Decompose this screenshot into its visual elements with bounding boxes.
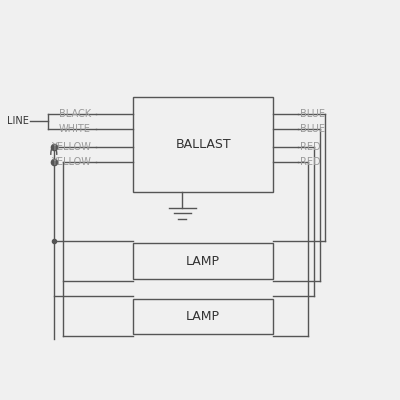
Text: LAMP: LAMP — [186, 255, 220, 268]
Text: WHITE: WHITE — [59, 124, 91, 134]
Text: LINE: LINE — [7, 116, 28, 126]
Text: BLUE: BLUE — [300, 108, 325, 118]
Text: LAMP: LAMP — [186, 310, 220, 323]
Text: YELLOW: YELLOW — [51, 142, 91, 152]
Text: BALLAST: BALLAST — [175, 138, 231, 151]
Text: RED: RED — [300, 142, 321, 152]
Bar — [133, 98, 273, 192]
Text: YELLOW: YELLOW — [51, 157, 91, 167]
Bar — [133, 299, 273, 334]
Text: BLUE: BLUE — [300, 124, 325, 134]
Text: BLACK: BLACK — [58, 108, 91, 118]
Text: RED: RED — [300, 157, 321, 167]
Bar — [133, 243, 273, 279]
